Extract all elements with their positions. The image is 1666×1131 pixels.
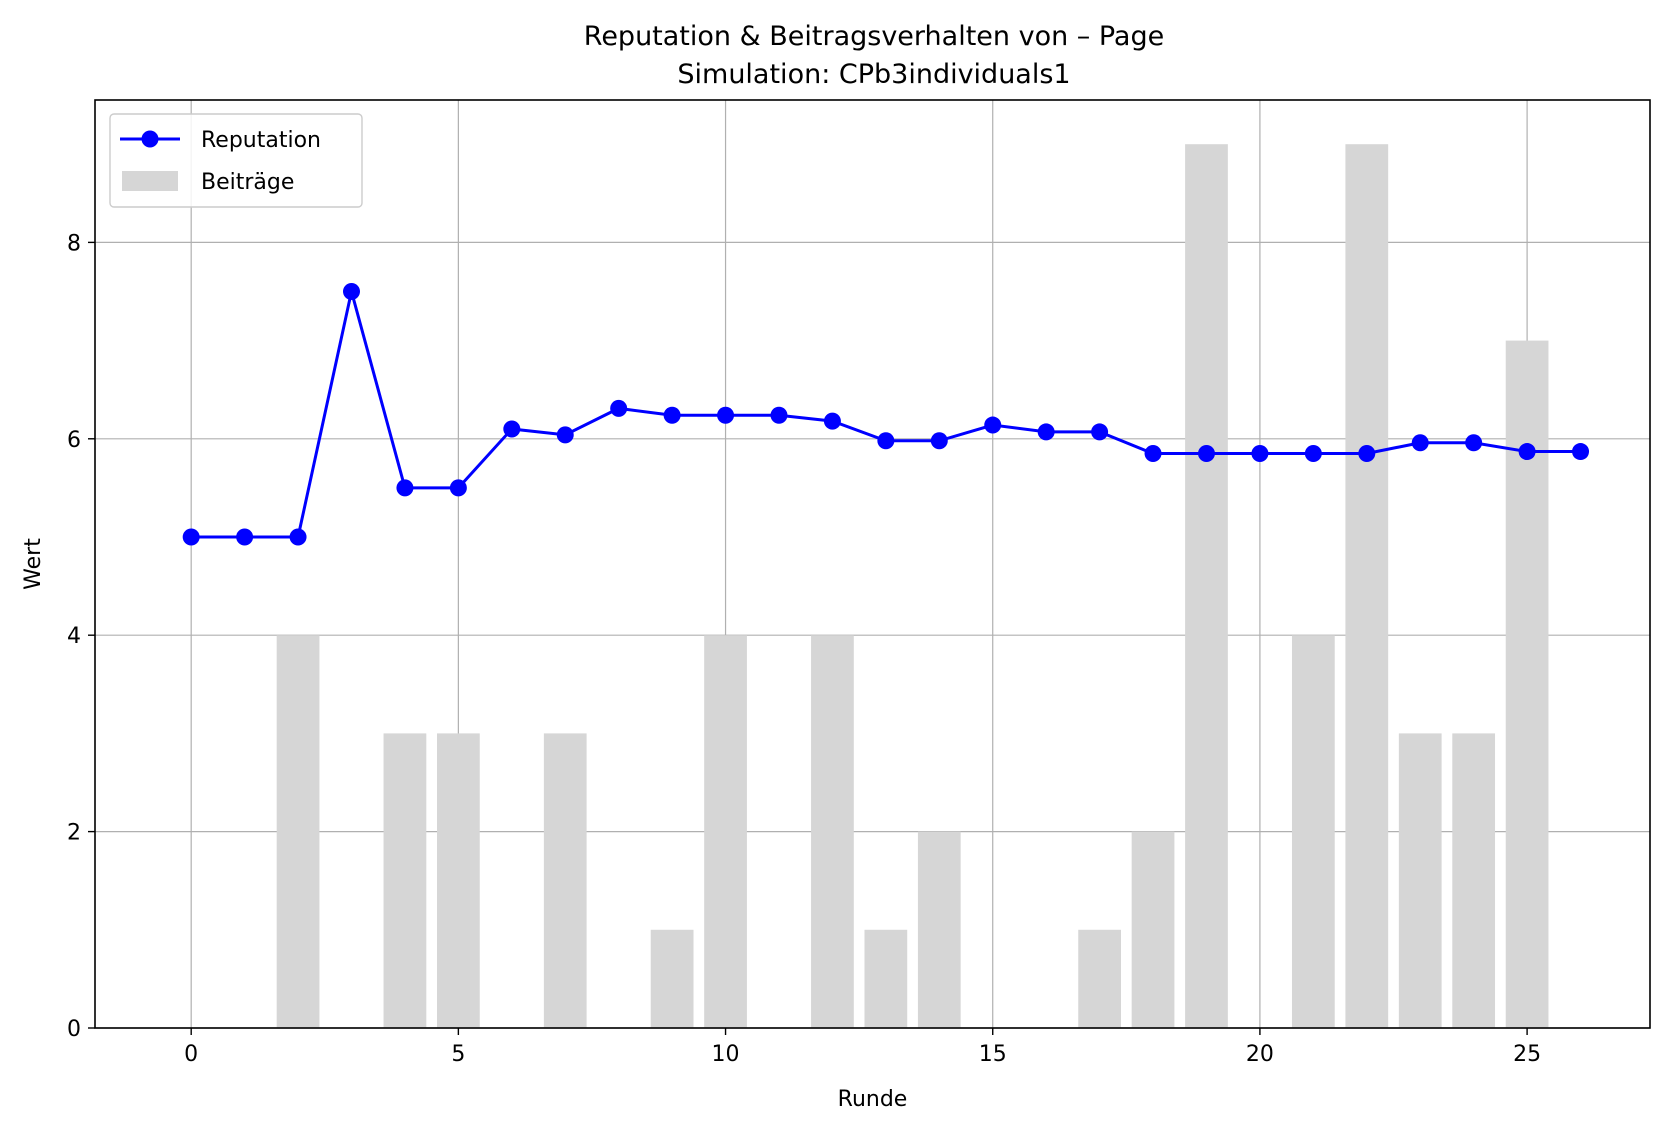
y-tick-label: 0 — [67, 1017, 81, 1042]
reputation-point — [342, 282, 360, 300]
x-tick-label: 25 — [1513, 1042, 1541, 1067]
line-layer — [182, 282, 1590, 546]
contribution-bar — [436, 733, 480, 1028]
contribution-bar — [1291, 635, 1335, 1028]
reputation-point — [1304, 445, 1322, 463]
reputation-point — [556, 426, 574, 444]
contribution-bar — [1185, 144, 1228, 1028]
contribution-bar — [276, 635, 320, 1028]
legend-bar-swatch — [122, 171, 178, 191]
reputation-point — [663, 406, 681, 424]
reputation-point — [182, 528, 200, 546]
contribution-bar — [543, 733, 587, 1028]
reputation-point — [984, 416, 1002, 434]
reputation-point — [396, 479, 414, 497]
reputation-point — [877, 432, 895, 450]
chart-title: Reputation & Beitragsverhalten von – Pag… — [584, 21, 1164, 52]
reputation-point — [823, 412, 841, 430]
reputation-point — [236, 528, 254, 546]
reputation-point — [1251, 445, 1269, 463]
reputation-point — [1411, 434, 1429, 452]
legend-marker-swatch — [141, 130, 159, 148]
legend-label-reputation: Reputation — [201, 128, 321, 153]
x-tick-label: 5 — [451, 1042, 465, 1067]
reputation-point — [503, 420, 521, 438]
contribution-bar — [917, 831, 961, 1028]
contribution-bar — [1345, 144, 1389, 1028]
legend-label-contributions: Beiträge — [201, 170, 294, 195]
reputation-point — [1144, 445, 1162, 463]
reputation-point — [1091, 423, 1109, 441]
reputation-point — [717, 406, 735, 424]
contribution-bar — [1398, 733, 1442, 1028]
x-tick-label: 10 — [712, 1042, 740, 1067]
x-tick-label: 15 — [979, 1042, 1007, 1067]
contribution-bar — [811, 635, 854, 1028]
tick-layer: 0 5 10 15 20 25 0 2 4 6 8 — [67, 231, 1541, 1067]
reputation-point — [1518, 443, 1536, 461]
reputation-point — [1465, 434, 1483, 452]
reputation-point — [1572, 443, 1590, 461]
y-axis-label: Wert — [21, 538, 46, 590]
contribution-bar — [650, 929, 694, 1028]
reputation-point — [610, 399, 628, 417]
x-axis-label: Runde — [838, 1087, 908, 1112]
reputation-point — [930, 432, 948, 450]
x-tick-label: 20 — [1246, 1042, 1274, 1067]
reputation-point — [770, 406, 788, 424]
y-tick-label: 2 — [67, 821, 81, 846]
bar-layer — [276, 144, 1549, 1028]
reputation-point — [1037, 423, 1055, 441]
y-tick-label: 6 — [67, 428, 81, 453]
contribution-bar — [1131, 831, 1175, 1028]
plot-area — [95, 100, 1650, 1028]
y-tick-label: 4 — [67, 624, 81, 649]
chart-subtitle: Simulation: CPb3individuals1 — [677, 59, 1070, 90]
reputation-point — [289, 528, 307, 546]
contribution-bar — [383, 733, 427, 1028]
reputation-point — [1197, 445, 1215, 463]
x-tick-label: 0 — [184, 1042, 198, 1067]
contribution-bar — [1452, 733, 1496, 1028]
contribution-bar — [704, 635, 747, 1028]
legend: Reputation Beiträge — [109, 113, 363, 208]
plot-frame — [94, 99, 1651, 1029]
contribution-bar — [1078, 929, 1121, 1028]
reputation-point — [1358, 445, 1376, 463]
reputation-point — [449, 479, 467, 497]
y-tick-label: 8 — [67, 231, 81, 256]
contribution-bar — [864, 929, 908, 1028]
